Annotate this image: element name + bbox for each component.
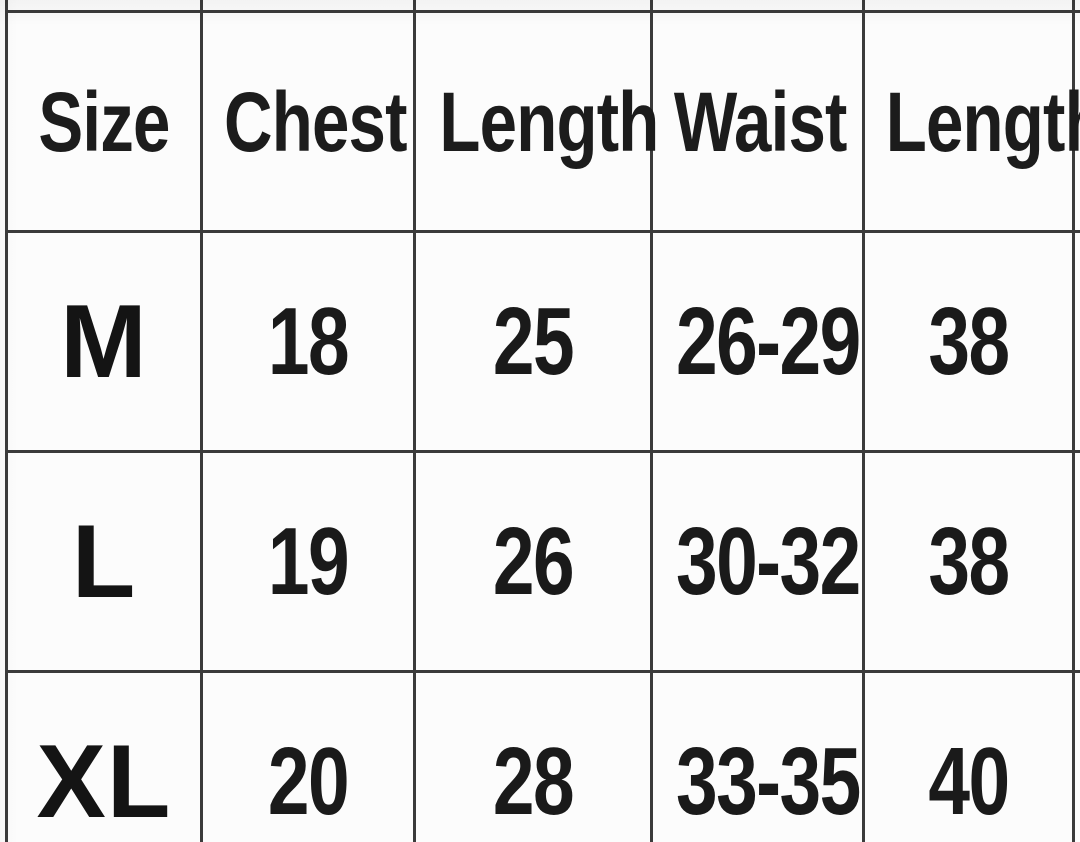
value-chest-m: 18 xyxy=(267,287,350,395)
size-label-m: M xyxy=(60,283,148,400)
cell-chest-xl: 20 xyxy=(200,670,416,842)
cell-waist-xl: 33-35 xyxy=(650,670,865,842)
column-header-length-bottom: Length xyxy=(862,10,1080,233)
cell-length-top-xl: 28 xyxy=(413,670,653,842)
cell-chest-m: 18 xyxy=(200,230,416,453)
cell-partial-top-5 xyxy=(862,0,1075,13)
table-header-row: Size Chest Length Waist Length xyxy=(5,10,1080,233)
cell-length-top-l: 26 xyxy=(413,450,653,673)
column-header-length-top: Length xyxy=(413,10,659,233)
column-header-size: Size xyxy=(5,10,203,233)
value-chest-xl: 20 xyxy=(267,727,350,835)
cell-clipped-m xyxy=(1072,230,1080,453)
cell-partial-top-1 xyxy=(5,0,203,13)
size-label-xl: XL xyxy=(36,723,172,840)
cell-clipped-l xyxy=(1072,450,1080,673)
cell-size-l: L xyxy=(5,450,203,673)
cell-waist-m: 26-29 xyxy=(650,230,865,453)
column-header-chest-label: Chest xyxy=(224,74,408,169)
cell-partial-top-2 xyxy=(200,0,416,13)
value-length-bottom-xl: 40 xyxy=(928,727,1010,835)
size-chart-table: Size Chest Length Waist Length xyxy=(5,0,1080,842)
table-row: M 18 25 26-29 38 xyxy=(5,230,1080,453)
column-header-length-bottom-label: Length xyxy=(885,74,1080,169)
value-length-top-l: 26 xyxy=(492,507,575,615)
value-length-top-xl: 28 xyxy=(492,727,575,835)
table-row: L 19 26 30-32 38 xyxy=(5,450,1080,673)
cell-clipped-xl xyxy=(1072,670,1080,842)
column-header-clipped xyxy=(1072,10,1080,233)
cell-waist-l: 30-32 xyxy=(650,450,865,673)
value-waist-m: 26-29 xyxy=(675,287,861,395)
cell-partial-top-4 xyxy=(650,0,865,13)
value-length-bottom-m: 38 xyxy=(928,287,1010,395)
value-waist-xl: 33-35 xyxy=(675,727,861,835)
cell-size-xl: XL xyxy=(5,670,203,842)
cell-chest-l: 19 xyxy=(200,450,416,673)
column-header-size-label: Size xyxy=(38,74,170,169)
value-waist-l: 30-32 xyxy=(675,507,861,615)
cell-partial-top-6 xyxy=(1072,0,1080,13)
column-header-chest: Chest xyxy=(200,10,416,233)
size-label-l: L xyxy=(71,503,137,620)
value-length-bottom-l: 38 xyxy=(928,507,1010,615)
cell-length-top-m: 25 xyxy=(413,230,653,453)
column-header-length-top-label: Length xyxy=(439,74,659,169)
cell-size-m: M xyxy=(5,230,203,453)
column-header-waist: Waist xyxy=(650,10,865,233)
column-header-waist-label: Waist xyxy=(673,74,848,169)
table-row: XL 20 28 33-35 40 xyxy=(5,670,1080,842)
table-row-partial-top xyxy=(5,0,1080,13)
cell-length-bottom-l: 38 xyxy=(862,450,1075,673)
value-chest-l: 19 xyxy=(267,507,350,615)
cell-length-bottom-xl: 40 xyxy=(862,670,1075,842)
cell-length-bottom-m: 38 xyxy=(862,230,1075,453)
cell-partial-top-3 xyxy=(413,0,653,13)
value-length-top-m: 25 xyxy=(492,287,575,395)
